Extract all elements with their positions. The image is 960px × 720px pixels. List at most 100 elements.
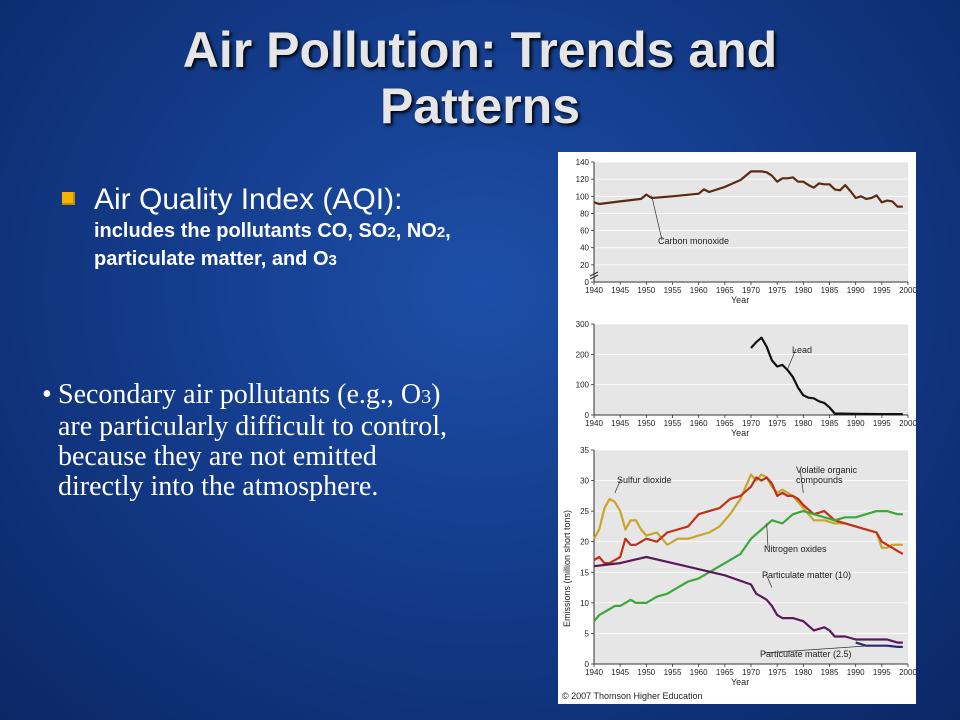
series-label: Sulfur dioxide [617,475,672,485]
round-bullet-icon: • [42,379,52,410]
series-label: Volatile organic [796,465,858,475]
x-tick-label: 1980 [794,668,812,677]
series-line [750,336,903,416]
bullet2-text-b: ) [431,379,441,410]
y-tick-label: 100 [576,381,590,390]
axis-break-icon [589,271,599,280]
subscript-2: 2 [387,224,396,241]
subscript-3: 3 [421,386,432,408]
annotation-leader [787,348,797,370]
x-tick-label: 1955 [664,419,682,428]
x-tick-label: 1970 [742,668,760,677]
plot-area [594,162,908,282]
emissions-figure: 0 20 40 60 80 100 120 140 1940 1945 1950 1955 1960 19… [558,152,916,704]
aqi-description: includes the pollutants CO, SO2, NO2, pa… [94,218,542,274]
aqi-heading: Air Quality Index (AQI): [94,183,403,216]
x-tick-label: 1990 [847,668,865,677]
series-line [593,170,903,208]
y-tick-label: 300 [576,320,590,329]
x-tick-label: 1940 [585,419,603,428]
x-tick-label: 1990 [847,286,865,295]
y-axis-label: Emissions (million short tons) [562,510,572,627]
y-tick-label: 30 [580,477,589,486]
bullet2-line-3: because they are not emitted [58,441,377,472]
aqi-text-b: , NO [395,220,437,242]
y-tick-label: 200 [576,350,590,359]
x-tick-label: 1955 [664,668,682,677]
title-line-2: Patterns [379,78,581,134]
subscript-2: 2 [436,224,446,241]
square-bullet-icon [62,192,75,205]
x-tick-label: 1995 [873,419,891,428]
y-tick-label: 120 [576,175,590,184]
plot-area [594,324,908,415]
aqi-text-c: , [445,220,451,242]
x-tick-label: 1970 [742,419,760,428]
bullet2-line-2: are particularly difficult to control, [58,411,448,442]
aqi-bullet: Air Quality Index (AQI): includes the po… [62,182,542,274]
x-tick-label: 1980 [794,419,812,428]
series-line [855,641,903,648]
x-tick-label: 2000 [899,286,916,295]
y-tick-label: 60 [580,227,589,236]
copyright-notice: © 2007 Thomson Higher Education [562,691,703,701]
slide-title: Air Pollution: Trends and Patterns [0,22,960,134]
y-tick-label: 80 [580,209,589,218]
x-tick-label: 1965 [716,668,734,677]
x-tick-label: 1975 [768,668,786,677]
x-tick-label: 1950 [637,668,655,677]
y-tick-label: 10 [580,599,589,608]
series-label: Particulate matter (10) [762,570,851,580]
annotation-leader [765,573,773,588]
y-tick-label: 40 [580,244,589,253]
y-tick-label: 5 [585,629,590,638]
series-label: Nitrogen oxides [764,544,827,554]
y-tick-label: 100 [576,192,590,201]
x-tick-label: 1950 [637,419,655,428]
x-tick-label: 1975 [768,286,786,295]
x-tick-label: 1975 [768,419,786,428]
y-tick-label: 0 [585,660,590,669]
x-tick-label: 1945 [611,286,629,295]
annotation-leader [763,645,872,654]
x-tick-label: 2000 [899,419,916,428]
x-tick-label: 1990 [847,419,865,428]
secondary-pollutants-text: Secondary air pollutants (e.g., O3) are … [58,380,512,502]
x-tick-label: 1965 [716,419,734,428]
x-tick-label: 1940 [585,668,603,677]
annotation-leader [651,195,663,241]
y-tick-label: 20 [580,261,589,270]
x-tick-label: 1960 [690,419,708,428]
annotation-leader [614,478,622,493]
y-tick-label: 20 [580,538,589,547]
x-tick-label: 1950 [637,286,655,295]
x-tick-label: 1960 [690,668,708,677]
series-line [593,555,903,644]
y-tick-label: 140 [576,158,590,167]
aqi-text-d: particulate matter, and O [94,248,329,270]
bullet2-text-a: Secondary air pollutants (e.g., O [58,379,422,410]
aqi-text-a: includes the pollutants CO, SO [94,220,388,242]
annotation-leader [766,523,769,549]
x-tick-label: 1970 [742,286,760,295]
series-label: compounds [796,475,843,485]
x-tick-label: 1965 [716,286,734,295]
y-tick-label: 0 [585,411,590,420]
series-label: Carbon monoxide [658,236,729,246]
x-tick-label: 1985 [821,419,839,428]
x-axis-label: Year [731,428,749,438]
series-line [593,510,903,622]
secondary-pollutants-bullet: • Secondary air pollutants (e.g., O3) ar… [42,380,512,502]
series-line [593,476,904,565]
x-tick-label: 1945 [611,419,629,428]
x-tick-label: 1955 [664,286,682,295]
y-tick-label: 15 [580,568,589,577]
x-tick-label: 1940 [585,286,603,295]
annotation-leader [799,468,804,493]
x-tick-label: 2000 [899,668,916,677]
x-tick-label: 1985 [821,286,839,295]
x-tick-label: 1995 [873,668,891,677]
subscript-3: 3 [328,252,337,269]
x-tick-label: 1995 [873,286,891,295]
